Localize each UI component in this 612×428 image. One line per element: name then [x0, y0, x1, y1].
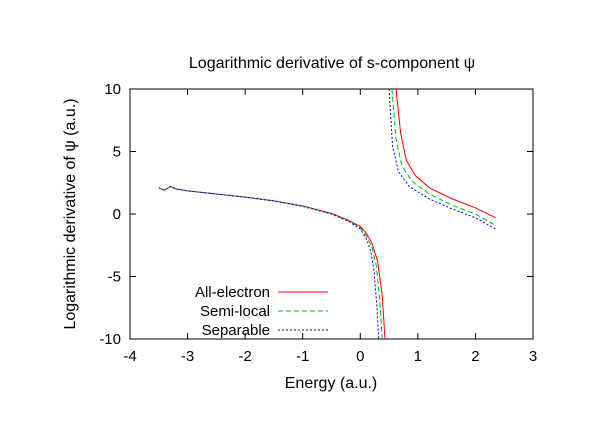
- x-tick-label: 1: [414, 348, 422, 365]
- y-axis-label: Logarithmic derivative of ψ (a.u.): [62, 98, 79, 329]
- x-tick-label: 2: [471, 348, 479, 365]
- y-tick-label: 5: [113, 144, 121, 161]
- legend: All-electron Semi-local Separable: [195, 284, 328, 339]
- legend-label: Semi-local: [200, 303, 270, 320]
- y-tick-label: -5: [108, 269, 121, 286]
- x-axis-label: Energy (a.u.): [285, 375, 377, 392]
- y-tick-label: 0: [113, 206, 121, 223]
- x-tick-label: 3: [529, 348, 537, 365]
- series-line-separable-segment-1: [158, 185, 380, 339]
- x-tick-label: -4: [123, 348, 136, 365]
- x-tick-label: -2: [238, 348, 251, 365]
- series-lines: [158, 89, 496, 339]
- x-tick-label: -3: [181, 348, 194, 365]
- legend-label: Separable: [202, 322, 270, 339]
- chart-title: Logarithmic derivative of s-component ψ: [189, 55, 475, 72]
- series-line-semi-local-segment-2: [391, 89, 496, 226]
- x-tick-label: -1: [296, 348, 309, 365]
- series-line-separable-segment-2: [388, 89, 496, 230]
- y-tick-label: 10: [104, 81, 121, 98]
- series-line-all-electron-segment-2: [395, 89, 496, 219]
- y-tick-label: -10: [99, 331, 121, 348]
- x-tick-label: 0: [356, 348, 364, 365]
- legend-label: All-electron: [195, 284, 270, 301]
